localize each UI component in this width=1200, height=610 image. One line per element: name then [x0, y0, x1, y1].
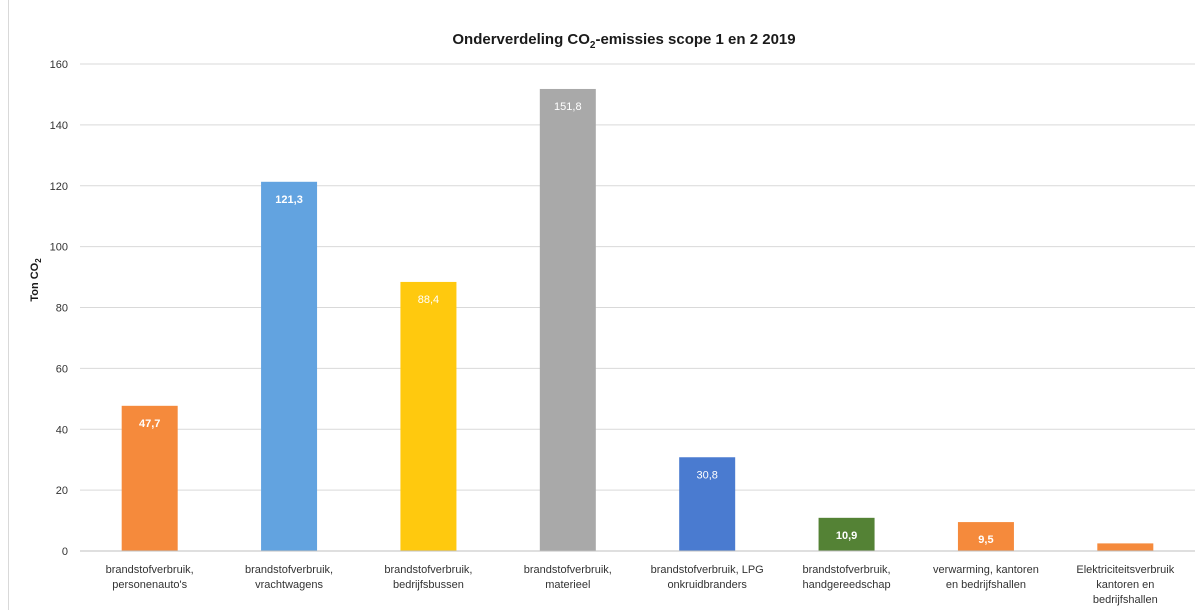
y-tick-label: 20	[56, 485, 68, 497]
y-tick-label: 140	[50, 120, 68, 132]
y-tick-label: 40	[56, 424, 68, 436]
data-label: 151,8	[554, 101, 582, 113]
data-label: 121,3	[275, 194, 303, 206]
chart-title: Onderverdeling CO2-emissies scope 1 en 2…	[452, 31, 795, 51]
x-tick-label: brandstofverbruik, personenauto's	[106, 564, 194, 591]
svg-text:Ton CO2: Ton CO2	[29, 258, 43, 302]
y-axis-title: Ton CO2	[29, 258, 43, 302]
x-tick-label: brandstofverbruik, materieel	[524, 564, 612, 591]
y-tick-label: 160	[50, 59, 68, 71]
data-label: 9,5	[978, 534, 993, 546]
bar	[400, 281, 457, 551]
x-tick-label: verwarming, kantoren en bedrijfshallen	[933, 564, 1039, 591]
bar	[1097, 543, 1154, 551]
data-label: 10,9	[836, 530, 857, 542]
data-labels: 47,7 121,3 88,4 151,8 30,8 10,9 9,5	[139, 101, 994, 546]
y-tick-label: 0	[62, 546, 68, 558]
x-tick-label: brandstofverbruik, bedrijfsbussen	[384, 564, 472, 591]
data-label: 47,7	[139, 418, 160, 430]
y-tick-labels: 0 20 40 60 80 100 120 140 160	[50, 59, 68, 558]
bar	[957, 522, 1014, 551]
bar	[261, 181, 318, 551]
data-label: 30,8	[696, 469, 717, 481]
bar	[121, 405, 178, 551]
data-label: 88,4	[418, 294, 439, 306]
x-tick-label: brandstofverbruik, LPG onkruidbranders	[651, 564, 764, 591]
y-tick-label: 80	[56, 303, 68, 315]
gridlines	[80, 63, 1195, 491]
y-tick-label: 60	[56, 363, 68, 375]
bar	[679, 457, 736, 551]
bar	[539, 88, 596, 552]
bar	[818, 517, 875, 551]
y-tick-label: 100	[50, 242, 68, 254]
bars	[121, 88, 1154, 552]
x-tick-label: Elektriciteitsverbruik kantoren en bedrijf…	[1076, 564, 1174, 606]
x-tick-label: brandstofverbruik, vrachtwagens	[245, 564, 333, 591]
y-tick-label: 120	[50, 181, 68, 193]
left-border	[8, 0, 9, 610]
x-tick-label: brandstofverbruik, handgereedschap	[803, 564, 891, 591]
x-tick-labels: brandstofverbruik, personenauto's brandsto…	[106, 564, 1175, 606]
